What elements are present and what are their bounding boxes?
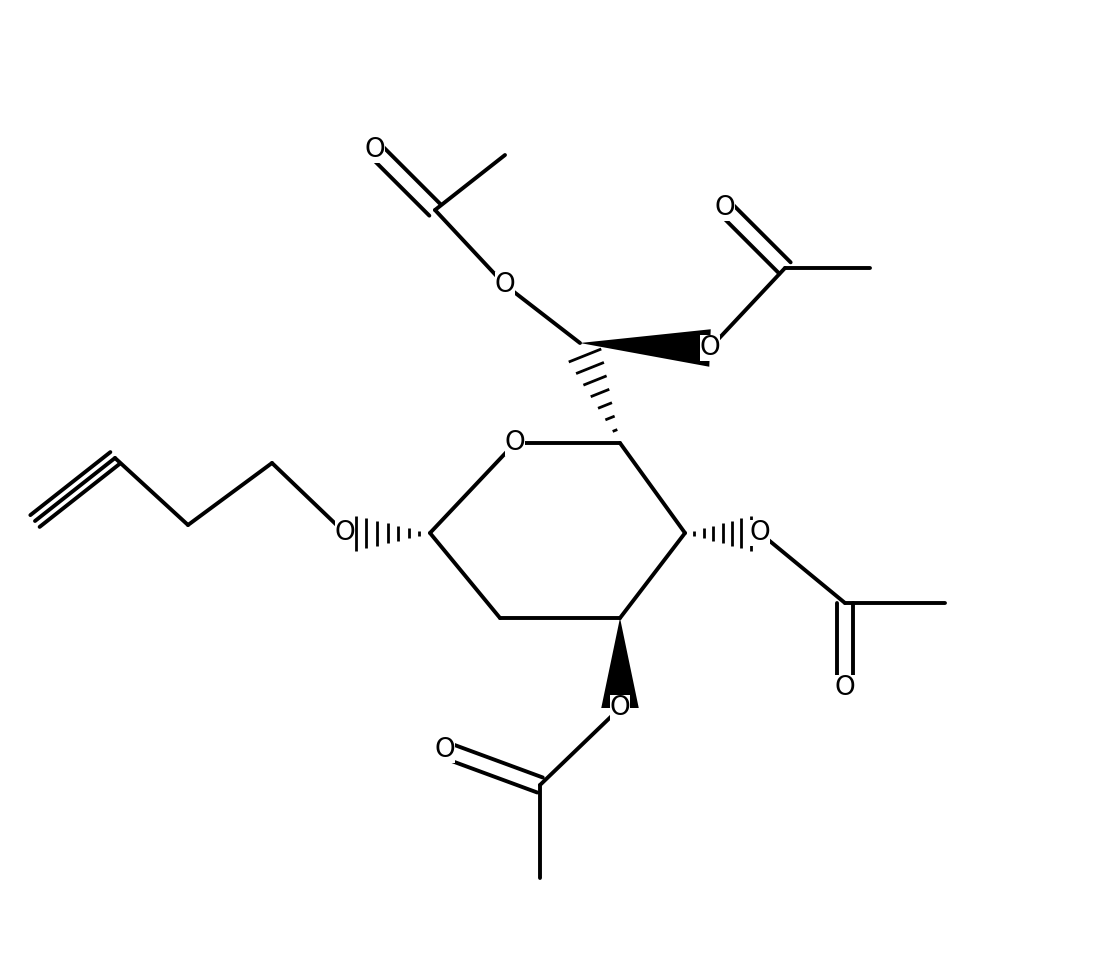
Text: O: O (335, 520, 356, 546)
Text: O: O (715, 195, 736, 221)
Text: O: O (434, 737, 455, 763)
Polygon shape (579, 329, 710, 367)
Text: O: O (494, 272, 515, 298)
Text: O: O (365, 137, 386, 163)
Text: O: O (609, 695, 630, 721)
Text: O: O (750, 520, 770, 546)
Text: O: O (834, 675, 855, 701)
Text: O: O (699, 335, 720, 361)
Polygon shape (602, 618, 638, 708)
Text: O: O (504, 430, 525, 456)
